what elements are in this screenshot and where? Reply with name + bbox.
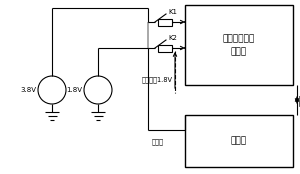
Text: 数据线: 数据线: [299, 94, 300, 106]
Text: 处理器: 处理器: [231, 136, 247, 145]
Text: 3.8V: 3.8V: [20, 87, 36, 93]
Text: 1.8V: 1.8V: [66, 87, 82, 93]
Bar: [185, 115, 293, 167]
Text: 模块自带1.8V: 模块自带1.8V: [142, 77, 173, 83]
Bar: [158, 18, 172, 26]
Bar: [158, 45, 172, 52]
Text: 控制线: 控制线: [152, 138, 164, 145]
Bar: [185, 5, 293, 85]
Text: K2: K2: [168, 35, 177, 41]
Text: K1: K1: [168, 9, 177, 15]
Text: 无线通信模块
及电路: 无线通信模块 及电路: [223, 34, 255, 56]
